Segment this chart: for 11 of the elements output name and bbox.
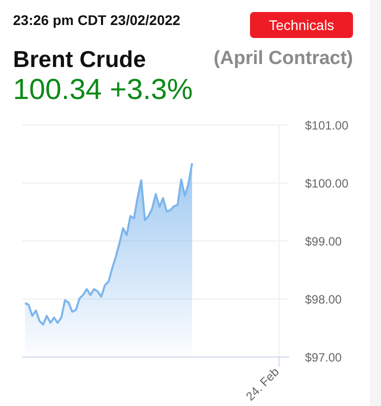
text: 100.34 +3.3% [13,74,193,107]
y-tick-label: $99.00 [305,234,342,248]
text: Technicals [250,12,353,38]
y-tick-label: $100.00 [305,176,349,190]
text: 23:26 pm CDT 23/02/2022 [13,12,180,28]
y-tick-label: $98.00 [305,292,342,306]
text: (April Contract) [214,48,353,70]
chart-title: Brent Crude [13,46,146,73]
text: 24. Feb [243,364,282,404]
y-tick-label: $97.00 [305,350,342,364]
y-tick-label: $101.00 [305,118,349,132]
